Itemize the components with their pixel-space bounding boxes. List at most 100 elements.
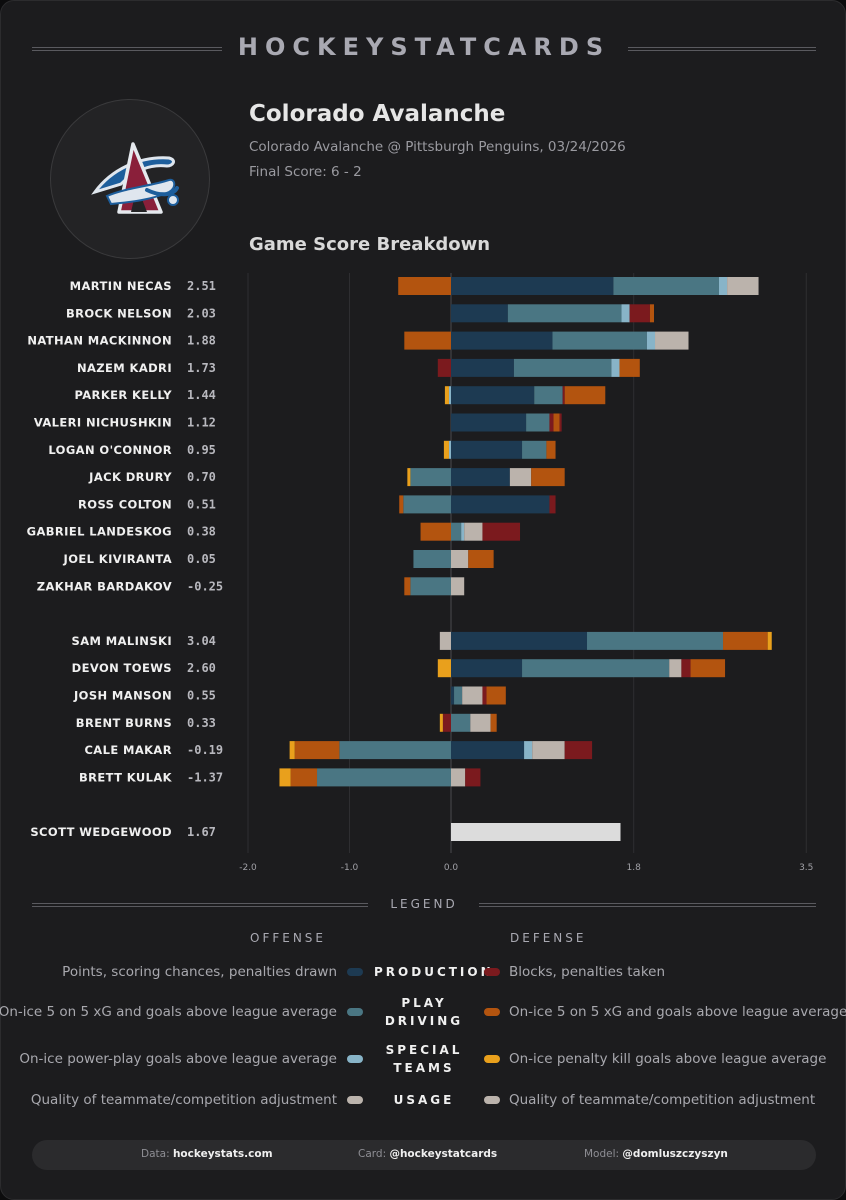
player-score: 0.70 — [187, 470, 216, 484]
bar-segment-def-play-driving — [546, 440, 556, 459]
legend-header: LEGEND — [390, 897, 458, 911]
player-name: SAM MALINSKI — [72, 634, 172, 648]
bar-segment-off-special-teams — [448, 440, 451, 459]
player-name: JACK DRURY — [88, 470, 172, 484]
bar-segment-off-production — [451, 413, 527, 432]
legend-swatch-offense-special-teams — [347, 1055, 363, 1063]
bar-segment-off-usage — [509, 468, 532, 487]
legend-category-production: PRODUCTION — [374, 965, 494, 979]
bar-segment-off-production — [451, 741, 525, 760]
footer-model-link[interactable]: @domluszczyszyn — [622, 1148, 728, 1160]
bar-segment-def-play-driving — [649, 304, 654, 323]
player-score: -0.25 — [187, 579, 223, 593]
bar-segment-off-special-teams — [448, 386, 451, 405]
footer-data-credit: Data: hockeystats.com — [141, 1148, 273, 1160]
bar-segment-def-play-driving — [404, 331, 451, 350]
bar-segment-def-production — [482, 522, 521, 541]
footer-card-credit: Card: @hockeystatcards — [358, 1148, 497, 1160]
footer-bar: Data: hockeystats.com Card: @hockeystatc… — [32, 1140, 816, 1170]
bar-segment-def-play-driving — [723, 631, 768, 650]
footer-model-credit: Model: @domluszczyszyn — [584, 1148, 728, 1160]
bar-segment-off-production — [451, 331, 553, 350]
game-score-chart: -2.0 -1.0 0.0 1.8 3.5 MARTIN NECAS 2.51 BROCK N… — [27, 273, 813, 873]
final-score: Final Score: 6 - 2 — [249, 164, 362, 180]
bar-segment-off-usage — [451, 768, 466, 787]
bar-segment-def-play-driving — [486, 686, 506, 705]
legend-category-special-teams: SPECIAL TEAMS — [385, 1043, 463, 1075]
bar-segment-off-play-driving — [317, 768, 451, 787]
bar-segment-def-play-driving — [399, 495, 404, 514]
player-name: BROCK NELSON — [66, 306, 172, 320]
legend-category-usage: USAGE — [393, 1093, 455, 1107]
footer-card-link[interactable]: @hockeystatcards — [389, 1148, 498, 1160]
bar-segment-def-special-teams — [289, 741, 295, 760]
player-score: 1.44 — [187, 388, 216, 402]
bar-segment-off-play-driving — [522, 659, 670, 678]
legend-offense-special-teams: On-ice power-play goals above league ave… — [19, 1051, 337, 1067]
player-name: ROSS COLTON — [78, 497, 172, 511]
bar-segment-off-production — [451, 358, 514, 377]
bar-segment-def-play-driving — [294, 741, 340, 760]
bar-segment-def-play-driving — [531, 468, 565, 487]
bar-segment-off-production — [451, 277, 614, 295]
bar-segment-off-production — [451, 304, 508, 323]
player-name: JOSH MANSON — [73, 689, 172, 703]
bar-segment-def-production — [482, 686, 487, 705]
footer-card-label: Card: — [358, 1148, 387, 1160]
player-name: DEVON TOEWS — [72, 661, 172, 675]
player-name: ZAKHAR BARDAKOV — [37, 579, 172, 593]
bar-segment-off-usage — [464, 522, 483, 541]
player-name: JOEL KIVIRANTA — [63, 552, 172, 566]
player-name: VALERI NICHUSHKIN — [34, 416, 172, 430]
player-name: SCOTT WEDGEWOOD — [30, 825, 172, 839]
brand-title: HOCKEYSTATCARDS — [237, 33, 611, 61]
player-name: GABRIEL LANDESKOG — [27, 525, 172, 539]
bar-segment-off-production — [451, 686, 455, 705]
bar-segment-off-production — [451, 468, 510, 487]
legend-swatch-defense-play-driving — [484, 1008, 500, 1016]
bar-segment-off-production — [451, 495, 550, 514]
player-name: LOGAN O'CONNOR — [48, 443, 172, 457]
offense-header: OFFENSE — [250, 931, 327, 945]
legend-swatch-defense-usage — [484, 1096, 500, 1104]
legend-offense-usage: Quality of teammate/competition adjustme… — [30, 1092, 337, 1108]
chart-title: Game Score Breakdown — [249, 234, 491, 255]
player-score: -0.19 — [187, 743, 223, 757]
bar-segment-off-usage — [462, 686, 483, 705]
bar-segment-def-production — [681, 659, 691, 678]
team-name: Colorado Avalanche — [249, 101, 506, 127]
player-name: BRENT BURNS — [76, 716, 172, 730]
bar-segment-def-production — [442, 713, 451, 732]
x-tick-label: -2.0 — [239, 863, 257, 873]
bar-segment-def-play-driving — [490, 713, 497, 732]
legend-offense-play-driving: On-ice 5 on 5 xG and goals above league … — [0, 1004, 337, 1020]
bar-segment-off-production — [451, 631, 588, 650]
bar-segment-def-play-driving — [553, 413, 560, 432]
bar-segment-def-special-teams — [437, 659, 451, 678]
player-name: CALE MAKAR — [84, 743, 172, 757]
bar-segment-off-play-driving — [522, 440, 547, 459]
legend-swatch-defense-special-teams — [484, 1055, 500, 1063]
bar-segment-off-play-driving — [552, 331, 647, 350]
player-name: NATHAN MACKINNON — [27, 334, 172, 348]
bar-segment-off-special-teams — [461, 522, 465, 541]
footer-data-link[interactable]: hockeystats.com — [172, 1148, 273, 1160]
player-name: BRETT KULAK — [79, 770, 173, 784]
bar-segment-def-play-driving — [404, 577, 411, 596]
legend-swatch-offense-production — [347, 968, 363, 976]
bar-segment-def-play-driving — [468, 550, 494, 568]
legend-offense-production: Points, scoring chances, penalties drawn — [62, 964, 337, 980]
brand-rule-right — [628, 47, 816, 51]
avalanche-logo-icon — [91, 142, 179, 214]
player-score: 2.60 — [187, 661, 216, 675]
player-name: NAZEM KADRI — [77, 361, 172, 375]
x-tick-label: 3.5 — [799, 863, 813, 873]
legend-swatch-defense-production — [484, 968, 500, 976]
player-name: MARTIN NECAS — [70, 279, 172, 293]
bar-segment-goalie — [451, 823, 621, 841]
bar-segment-def-play-driving — [398, 277, 451, 295]
bar-segment-off-usage — [669, 659, 682, 678]
player-score: 0.51 — [187, 497, 216, 511]
bar-segment-off-usage — [470, 713, 491, 732]
bar-segment-def-play-driving — [619, 358, 640, 377]
